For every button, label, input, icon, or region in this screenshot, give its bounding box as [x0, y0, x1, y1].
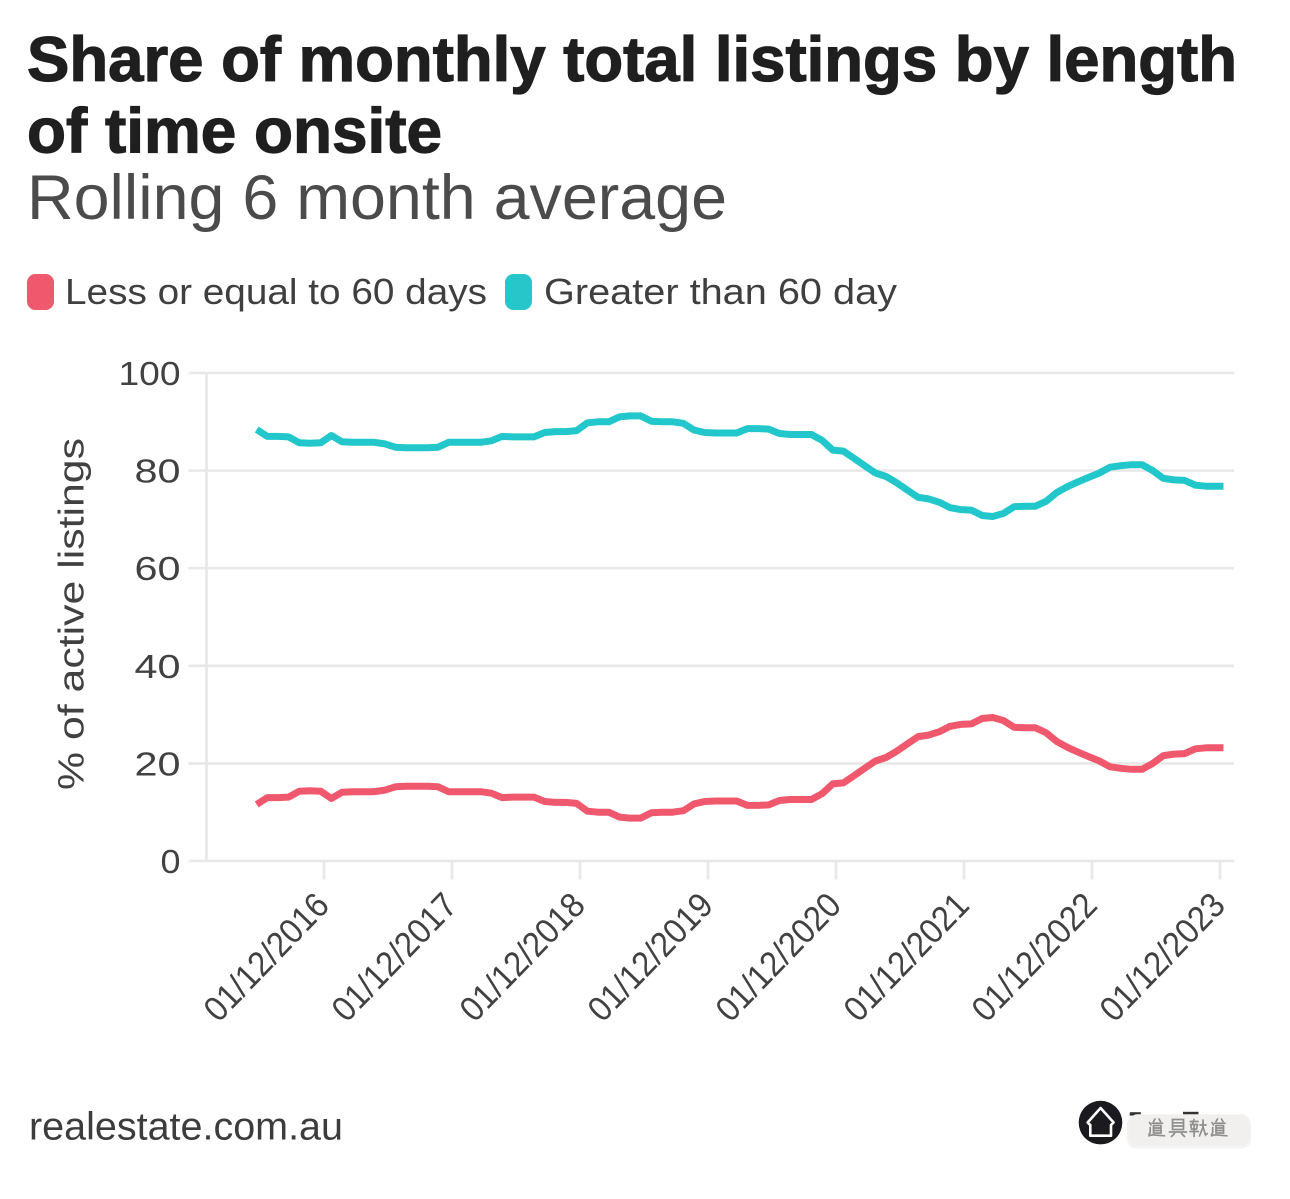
svg-text:Share of monthly total listing: Share of monthly total listings by lengt…	[27, 25, 1237, 95]
svg-text:Less or equal to 60 days: Less or equal to 60 days	[65, 271, 487, 312]
svg-text:20: 20	[135, 745, 181, 782]
svg-text:% of active listings: % of active listings	[51, 438, 92, 790]
svg-text:realestate.com.au: realestate.com.au	[29, 1106, 343, 1149]
svg-text:40: 40	[135, 648, 181, 685]
svg-text:0: 0	[161, 843, 181, 880]
svg-text:of time onsite: of time onsite	[27, 97, 442, 167]
svg-text:80: 80	[135, 453, 181, 490]
svg-text:Rolling 6 month average: Rolling 6 month average	[27, 163, 727, 233]
svg-text:100: 100	[119, 355, 181, 392]
svg-text:Greater than 60 day: Greater than 60 day	[544, 271, 897, 312]
svg-text:60: 60	[135, 550, 181, 587]
